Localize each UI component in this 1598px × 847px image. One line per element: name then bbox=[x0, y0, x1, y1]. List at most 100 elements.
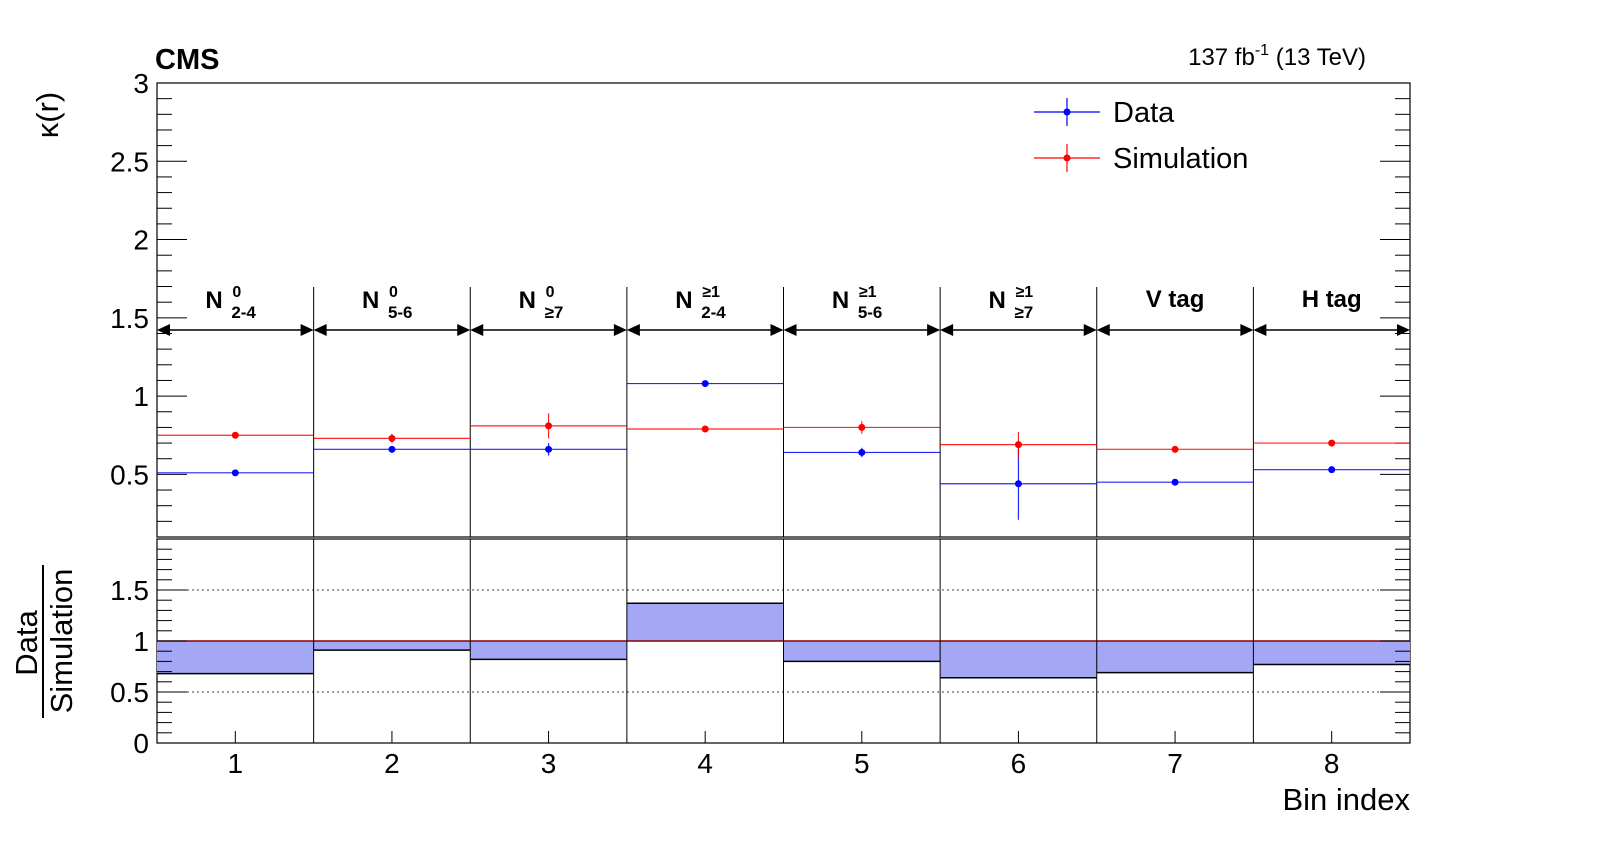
ratio-y-tick-label: 0 bbox=[133, 728, 149, 759]
simulation-point bbox=[858, 423, 866, 431]
legend-simulation-marker bbox=[1063, 154, 1071, 162]
ratio-panel: 0 0.5 1 1.5 1 2 3 4 5 6 7 8 bbox=[110, 538, 1411, 779]
category-label: N bbox=[988, 287, 1005, 314]
arrow-head-right bbox=[1240, 324, 1254, 336]
arrow-head-left bbox=[157, 324, 170, 336]
experiment-label: CMS bbox=[155, 44, 219, 76]
upper-y-tick-label: 0.5 bbox=[110, 459, 149, 490]
upper-y-tick-label: 2 bbox=[133, 225, 149, 256]
category-label-subscript: 5-6 bbox=[388, 303, 413, 322]
upper-y-tick-label: 1 bbox=[133, 381, 149, 412]
simulation-point bbox=[545, 422, 553, 430]
ratio-y-title-denominator: Simulation bbox=[44, 569, 79, 714]
upper-y-tick-label: 3 bbox=[133, 68, 149, 99]
category-label-main: N bbox=[519, 287, 536, 314]
x-tick-label: 6 bbox=[1011, 748, 1027, 779]
category-label-subscript: 5-6 bbox=[858, 303, 883, 322]
category-label-subscript: 2-4 bbox=[231, 303, 256, 322]
category-label: H tag bbox=[1302, 286, 1362, 313]
category-label: N bbox=[519, 287, 536, 314]
data-point bbox=[388, 445, 396, 453]
arrow-head-left bbox=[626, 324, 640, 336]
lumi-value: 137 fb bbox=[1188, 44, 1255, 71]
category-label: N bbox=[675, 287, 692, 314]
x-tick-label: 2 bbox=[384, 748, 400, 779]
simulation-point bbox=[388, 434, 396, 442]
upper-y-tick-label: 1.5 bbox=[110, 303, 149, 334]
ratio-bar bbox=[783, 641, 941, 662]
data-point bbox=[858, 448, 866, 456]
x-tick-label: 4 bbox=[697, 748, 713, 779]
arrow-head-right bbox=[927, 324, 941, 336]
category-label-superscript: ≥1 bbox=[702, 284, 720, 301]
arrow-head-left bbox=[1253, 324, 1267, 336]
arrow-head-right bbox=[770, 324, 784, 336]
category-label: N bbox=[832, 287, 849, 314]
simulation-point bbox=[231, 431, 239, 439]
category-label-main: N bbox=[832, 287, 849, 314]
upper-y-tick-label: 2.5 bbox=[110, 146, 149, 177]
ratio-y-title-numerator: Data bbox=[9, 610, 44, 676]
ratio-bar bbox=[1253, 641, 1410, 665]
legend-data-marker bbox=[1063, 108, 1071, 116]
x-tick-label: 5 bbox=[854, 748, 870, 779]
arrow-head-right bbox=[300, 324, 314, 336]
ratio-bar bbox=[313, 641, 471, 651]
data-point bbox=[545, 445, 553, 453]
x-tick-label: 3 bbox=[541, 748, 557, 779]
arrow-head-right bbox=[1083, 324, 1097, 336]
arrow-head-right bbox=[1397, 324, 1410, 336]
ratio-y-tick-label: 0.5 bbox=[110, 677, 149, 708]
category-label-main: N bbox=[675, 287, 692, 314]
ratio-y-tick-label: 1.5 bbox=[110, 575, 149, 606]
category-label: N bbox=[362, 287, 379, 314]
data-point bbox=[231, 469, 239, 477]
ratio-y-tick-label: 1 bbox=[133, 626, 149, 657]
arrow-head-right bbox=[457, 324, 471, 336]
data-point bbox=[701, 380, 709, 388]
arrow-head-left bbox=[1096, 324, 1110, 336]
lumi-exponent: -1 bbox=[1255, 42, 1269, 59]
category-label-superscript: 0 bbox=[389, 284, 398, 301]
simulation-point bbox=[1014, 441, 1022, 449]
arrow-head-left bbox=[313, 324, 327, 336]
data-point bbox=[1014, 480, 1022, 488]
upper-y-axis-title: κ(r) bbox=[30, 92, 65, 138]
category-label-main: N bbox=[362, 287, 379, 314]
lumi-energy: (13 TeV) bbox=[1269, 44, 1366, 71]
category-label-subscript: ≥7 bbox=[1014, 303, 1033, 322]
upper-panel: 0.511.522.53N 02-4 N 05-6 N 0≥7 N ≥12-4 N ≥15-6 N ≥… bbox=[110, 68, 1411, 538]
ratio-bar bbox=[940, 641, 1097, 678]
category-label-main: N bbox=[205, 287, 222, 314]
category-label-subscript: 2-4 bbox=[701, 303, 726, 322]
simulation-point bbox=[1171, 445, 1179, 453]
x-tick-label: 8 bbox=[1324, 748, 1340, 779]
data-point bbox=[1171, 478, 1179, 486]
ratio-bar bbox=[470, 641, 627, 660]
category-label-main: N bbox=[988, 287, 1005, 314]
ratio-bar bbox=[626, 603, 784, 641]
x-tick-label: 1 bbox=[228, 748, 244, 779]
ratio-bar bbox=[157, 641, 314, 674]
ratio-bar bbox=[1096, 641, 1254, 673]
x-axis-title: Bin index bbox=[1282, 782, 1410, 817]
simulation-point bbox=[701, 425, 709, 433]
luminosity-label: 137 fb-1 (13 TeV) bbox=[1188, 42, 1366, 71]
category-label: N bbox=[205, 287, 222, 314]
category-label-superscript: ≥1 bbox=[1015, 284, 1033, 301]
arrow-head-left bbox=[783, 324, 797, 336]
category-label-superscript: 0 bbox=[546, 284, 555, 301]
category-label-superscript: ≥1 bbox=[859, 284, 877, 301]
legend-simulation-label: Simulation bbox=[1113, 143, 1248, 175]
x-tick-label: 7 bbox=[1167, 748, 1183, 779]
arrow-head-right bbox=[613, 324, 627, 336]
legend-data-label: Data bbox=[1113, 97, 1175, 129]
simulation-point bbox=[1328, 439, 1336, 447]
arrow-head-left bbox=[470, 324, 484, 336]
category-label-superscript: 0 bbox=[232, 284, 241, 301]
arrow-head-left bbox=[940, 324, 954, 336]
category-label: V tag bbox=[1146, 286, 1205, 313]
data-point bbox=[1328, 466, 1336, 474]
category-label-subscript: ≥7 bbox=[545, 303, 564, 322]
